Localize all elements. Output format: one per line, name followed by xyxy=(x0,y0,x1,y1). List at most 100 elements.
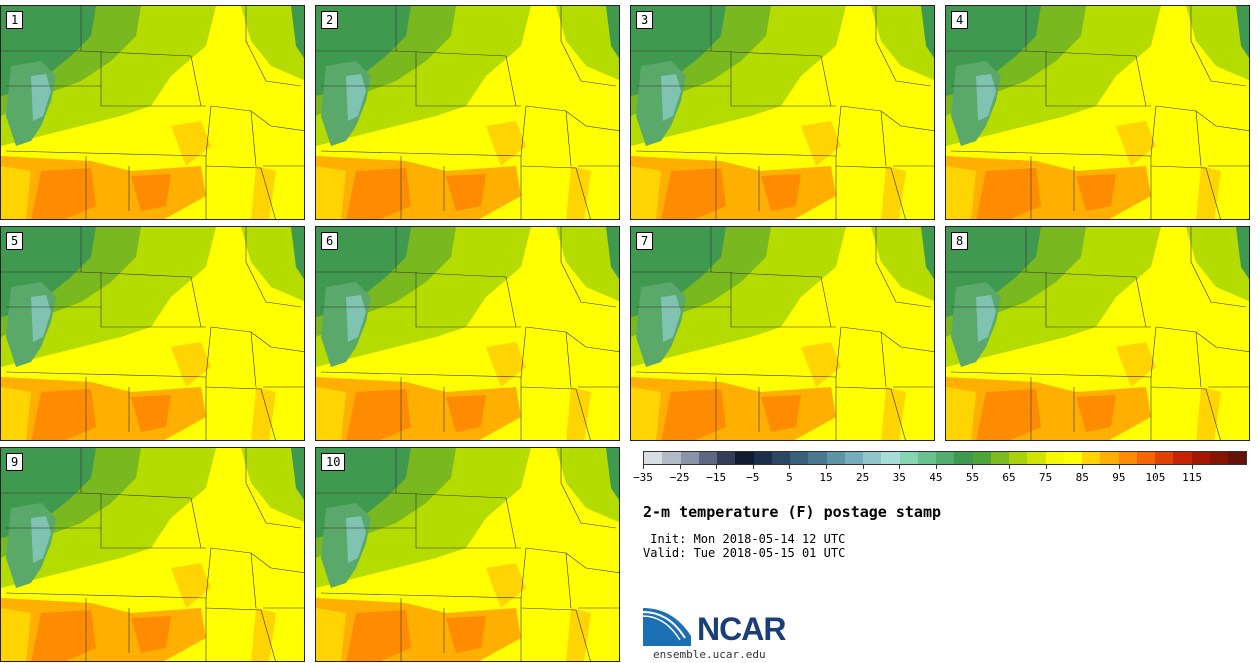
member-number-label: 4 xyxy=(951,11,969,29)
colorbar-tick-label: −35 xyxy=(633,471,653,484)
colorbar-segment xyxy=(826,452,845,464)
ensemble-member-panel: 10 xyxy=(315,447,620,662)
colorbar-tick xyxy=(1155,464,1157,469)
ensemble-member-panel: 1 xyxy=(0,5,305,220)
ensemble-member-panel: 7 xyxy=(630,226,935,441)
colorbar-tick-label: 115 xyxy=(1182,471,1203,484)
colorbar-tick-label: 65 xyxy=(1002,471,1016,484)
ncar-logo-icon xyxy=(643,608,691,646)
colorbar-tick xyxy=(716,464,718,469)
ensemble-member-panel: 9 xyxy=(0,447,305,662)
colorbar-segment xyxy=(1136,452,1155,464)
colorbar-segment xyxy=(972,452,991,464)
colorbar-tick-label: 5 xyxy=(786,471,793,484)
member-number-label: 10 xyxy=(321,453,346,471)
colorbar-segment xyxy=(1173,452,1192,464)
colorbar-segment xyxy=(680,452,699,464)
colorbar-tick-label: 35 xyxy=(892,471,906,484)
ensemble-member-panel: 2 xyxy=(315,5,620,220)
colorbar-segment xyxy=(808,452,827,464)
colorbar-tick xyxy=(1009,464,1011,469)
colorbar-segment xyxy=(954,452,973,464)
temperature-map xyxy=(316,448,619,661)
temperature-map xyxy=(1,6,304,219)
colorbar-tick-label: 95 xyxy=(1112,471,1126,484)
temperature-map xyxy=(1,448,304,661)
colorbar-tick-label: 45 xyxy=(929,471,943,484)
colorbar-segment xyxy=(1045,452,1064,464)
colorbar-segment xyxy=(917,452,936,464)
colorbar-segment xyxy=(753,452,772,464)
website-url[interactable]: ensemble.ucar.edu xyxy=(653,648,766,661)
colorbar-segment xyxy=(1191,452,1210,464)
member-number-label: 7 xyxy=(636,232,654,250)
colorbar-tick-label: 25 xyxy=(856,471,870,484)
ensemble-member-panel: 3 xyxy=(630,5,935,220)
colorbar-tick xyxy=(1045,464,1047,469)
ncar-logo-text: NCAR xyxy=(697,611,786,647)
colorbar-tick xyxy=(1192,464,1194,469)
temperature-map xyxy=(316,227,619,440)
colorbar-tick-labels: −35 −25 −15 −5 5 15 25 35 45 55 65 75 85 95 105 115 xyxy=(633,464,1247,488)
colorbar-segment xyxy=(899,452,918,464)
colorbar-segment xyxy=(771,452,790,464)
colorbar-tick-label: 15 xyxy=(819,471,833,484)
colorbar-segment xyxy=(1082,452,1101,464)
colorbar-tick-label: 85 xyxy=(1075,471,1089,484)
colorbar-tick xyxy=(1082,464,1084,469)
colorbar-tick-label: −25 xyxy=(669,471,690,484)
colorbar-tick-label: 105 xyxy=(1145,471,1166,484)
colorbar-segment xyxy=(1063,452,1082,464)
colorbar-tick-label: 55 xyxy=(965,471,980,484)
colorbar-segment xyxy=(881,452,900,464)
colorbar-tick xyxy=(826,464,828,469)
colorbar-segment xyxy=(735,452,754,464)
colorbar-segment xyxy=(844,452,863,464)
ensemble-member-panel: 8 xyxy=(945,226,1250,441)
temperature-colorbar xyxy=(643,451,1247,465)
valid-time: Valid: Tue 2018-05-15 01 UTC xyxy=(643,546,846,560)
member-number-label: 5 xyxy=(6,232,24,250)
temperature-map xyxy=(1,227,304,440)
colorbar-tick xyxy=(679,464,681,469)
colorbar-segment xyxy=(990,452,1009,464)
member-number-label: 6 xyxy=(321,232,339,250)
colorbar-segment xyxy=(1027,452,1046,464)
colorbar-segment xyxy=(698,452,717,464)
colorbar-tick xyxy=(862,464,864,469)
colorbar-segment xyxy=(644,452,663,464)
temperature-map xyxy=(316,6,619,219)
colorbar-tick-label: 75 xyxy=(1039,471,1053,484)
colorbar-segment xyxy=(1009,452,1028,464)
colorbar-tick xyxy=(935,464,937,469)
colorbar-segment xyxy=(790,452,809,464)
colorbar-tick-label: −5 xyxy=(746,471,760,484)
colorbar-tick xyxy=(1118,464,1120,469)
chart-title: 2-m temperature (F) postage stamp xyxy=(643,503,942,521)
temperature-map xyxy=(946,6,1249,219)
ensemble-member-panel: 4 xyxy=(945,5,1250,220)
colorbar-segment xyxy=(1209,452,1228,464)
colorbar-tick xyxy=(972,464,974,469)
temperature-map xyxy=(631,6,934,219)
ensemble-member-panel: 5 xyxy=(0,226,305,441)
temperature-map xyxy=(631,227,934,440)
colorbar-segment xyxy=(662,452,681,464)
colorbar-segment xyxy=(1100,452,1119,464)
colorbar-segment xyxy=(1228,452,1247,464)
member-number-label: 2 xyxy=(321,11,339,29)
colorbar-segment xyxy=(936,452,955,464)
member-number-label: 1 xyxy=(6,11,24,29)
colorbar-tick xyxy=(789,464,791,469)
member-number-label: 3 xyxy=(636,11,654,29)
colorbar-tick xyxy=(643,464,644,469)
colorbar-tick xyxy=(899,464,901,469)
colorbar-segment xyxy=(717,452,736,464)
colorbar-segment xyxy=(863,452,882,464)
member-number-label: 8 xyxy=(951,232,969,250)
ensemble-member-panel: 6 xyxy=(315,226,620,441)
init-time: Init: Mon 2018-05-14 12 UTC xyxy=(643,532,846,546)
colorbar-tick-label: −15 xyxy=(706,471,727,484)
member-number-label: 9 xyxy=(6,453,24,471)
colorbar-segment xyxy=(1118,452,1137,464)
